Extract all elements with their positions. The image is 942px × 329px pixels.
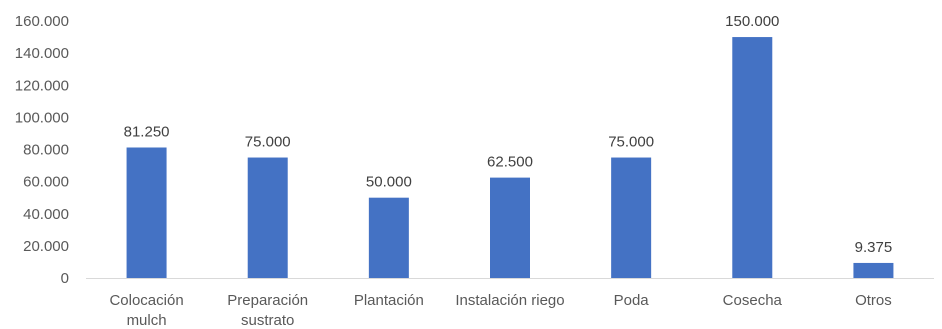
bar: [368, 197, 409, 278]
y-tick-label: 100.000: [15, 109, 69, 126]
bars: [126, 37, 894, 278]
data-label: 75.000: [245, 134, 291, 151]
category-label: Otros: [855, 292, 892, 309]
y-axis: 0 20.000 40.000 60.000 80.000 100.000 120.000 1…: [15, 13, 69, 287]
bar: [126, 147, 167, 278]
data-label: 62.500: [487, 154, 533, 171]
data-labels: 81.250 75.000 50.000 62.500 75.000 150.000 9.3…: [124, 13, 893, 256]
bar: [611, 157, 652, 278]
bar: [853, 262, 894, 278]
category-label: Instalación riego: [455, 292, 564, 309]
bar: [247, 157, 288, 278]
category-label: Plantación: [354, 292, 424, 309]
category-label: Poda: [614, 292, 650, 309]
y-tick-label: 0: [61, 270, 69, 287]
y-tick-label: 80.000: [23, 142, 69, 159]
bar: [490, 177, 530, 278]
bar: [732, 37, 773, 278]
y-tick-label: 140.000: [15, 45, 69, 62]
x-axis: Colocación mulch Preparación sustrato Planta…: [86, 278, 934, 329]
y-tick-label: 60.000: [23, 174, 69, 191]
data-label: 81.250: [124, 123, 170, 140]
data-label: 150.000: [725, 13, 779, 30]
y-tick-label: 20.000: [23, 238, 69, 255]
category-label: Colocación mulch: [109, 292, 183, 329]
category-label: Preparación sustrato: [227, 292, 308, 329]
category-label: Cosecha: [723, 292, 783, 309]
data-label: 9.375: [855, 239, 893, 256]
y-tick-label: 120.000: [15, 77, 69, 94]
data-label: 75.000: [608, 134, 654, 151]
data-label: 50.000: [366, 174, 412, 191]
y-tick-label: 160.000: [15, 13, 69, 30]
y-tick-label: 40.000: [23, 206, 69, 223]
